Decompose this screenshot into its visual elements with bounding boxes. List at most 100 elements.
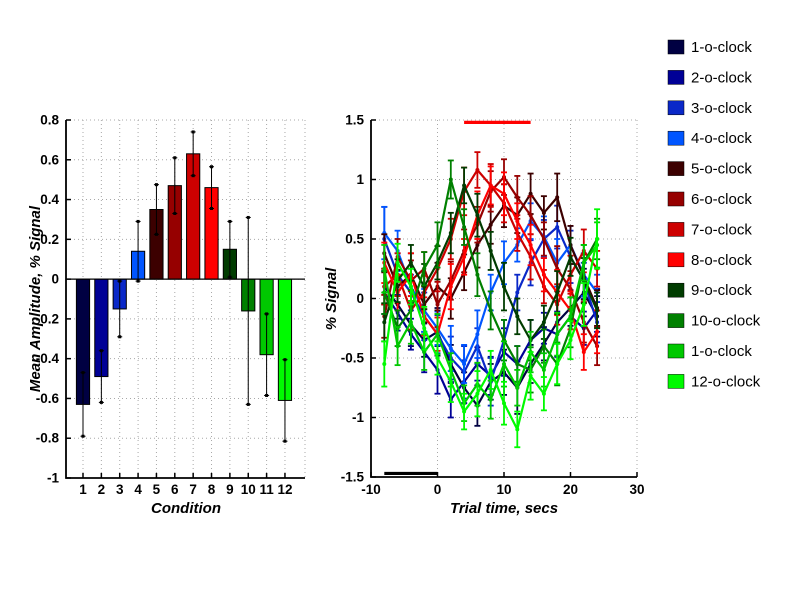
error-dot [246, 215, 250, 219]
x-tick-label: 2 [98, 482, 106, 497]
series-point [422, 326, 427, 331]
series-point [528, 191, 533, 196]
series-point [435, 356, 440, 360]
error-dot [136, 219, 140, 223]
series-point [515, 195, 520, 200]
bar-chart-axes [65, 119, 305, 479]
series-point [475, 242, 480, 247]
error-dot [81, 371, 85, 375]
error-dot [191, 130, 195, 134]
series-point [408, 284, 413, 289]
series-point [408, 320, 413, 325]
series-point [595, 308, 600, 313]
bar-chart-xlabel: Condition [151, 500, 221, 517]
y-tick-label: -0.8 [36, 431, 60, 446]
series-12-o-clock [381, 208, 601, 449]
series-point [581, 260, 586, 265]
series-point [462, 183, 467, 188]
legend-item: 2-o-clock [667, 69, 752, 86]
legend-label: 4-o-clock [691, 130, 752, 147]
legend-swatch [667, 282, 685, 298]
y-tick-label: 0.2 [40, 232, 59, 247]
series-point [448, 379, 453, 384]
series-point [435, 242, 440, 247]
x-tick-label: 10 [496, 482, 511, 497]
error-dot [173, 211, 177, 215]
series-point [435, 302, 440, 307]
y-tick-label: -1.5 [341, 470, 365, 485]
legend-item: 12-o-clock [667, 373, 761, 390]
bar-chart-ylabel: Mean Amplitude, % Signal [27, 205, 44, 392]
x-tick-label: 9 [226, 482, 234, 497]
legend-label: 10-o-clock [691, 313, 761, 330]
error-dot [228, 275, 232, 279]
y-tick-label: 1 [356, 172, 364, 187]
error-dot [265, 393, 269, 397]
line-chart-xlabel: Trial time, secs [450, 500, 558, 517]
series-point [502, 361, 506, 366]
legend-item: 8-o-clock [667, 252, 752, 269]
series-point [395, 344, 400, 349]
y-tick-label: -0.2 [36, 311, 59, 326]
legend-item: 1-o-clock [667, 343, 752, 360]
series-point [515, 361, 520, 366]
legend-swatch [667, 70, 685, 85]
series-point [475, 391, 480, 396]
y-tick-label: 0 [51, 272, 59, 287]
series-point [448, 284, 453, 289]
error-dot [136, 279, 140, 283]
series-point [462, 361, 467, 366]
series-point [541, 391, 546, 396]
y-tick-label: -0.4 [36, 351, 60, 366]
error-dot [228, 219, 232, 223]
y-tick-label: 0.8 [40, 113, 59, 128]
series-point [448, 177, 453, 182]
series-point [448, 231, 453, 236]
series-point [568, 314, 573, 319]
legend-swatch [667, 39, 685, 55]
x-tick-label: 10 [241, 482, 256, 497]
error-dot [118, 335, 122, 339]
series-point [462, 254, 467, 259]
line-chart-tick-labels: 1.5 1 0.5 0 -0.5 -1 -1.5-10 0 10 20 30 [341, 113, 645, 498]
legend-label: 3-o-clock [691, 100, 752, 117]
series-point [581, 302, 586, 307]
series-point [475, 272, 480, 277]
bar-chart: 0.80.60.40.20-0.2-0.4-0.6-0.8-11 2 3 4 5 6 7 8 9… [27, 113, 306, 517]
error-dot [99, 400, 103, 404]
series-point [448, 346, 453, 351]
series-point [541, 237, 546, 241]
series-point [581, 350, 586, 355]
line-chart-series [381, 151, 601, 449]
series-point [541, 367, 546, 372]
legend-item: 10-o-clock [667, 313, 761, 330]
series-point [528, 242, 533, 247]
y-tick-label: 0 [356, 291, 364, 306]
error-dot [191, 174, 195, 178]
legend-swatch [667, 191, 685, 207]
series-point [541, 344, 546, 349]
line-chart-annotations [384, 120, 531, 476]
legend-swatch [667, 161, 685, 176]
series-point [555, 195, 560, 200]
series-point [382, 266, 387, 271]
x-tick-label: 20 [563, 482, 578, 497]
series-point [541, 320, 546, 325]
legend-swatch [667, 100, 685, 116]
y-tick-label: 0.6 [40, 152, 59, 167]
legend-item: 1-o-clock [667, 39, 752, 56]
error-dot [173, 156, 177, 160]
series-point [515, 385, 520, 390]
series-point [515, 314, 520, 319]
legend: 1-o-clock 2-o-clock 3-o-clock 4-o-clock 5-o-… [667, 39, 761, 390]
bar-chart-errorbars [80, 130, 288, 443]
legend-label: 6-o-clock [691, 191, 752, 208]
legend-swatch [667, 222, 685, 237]
y-tick-label: -1 [352, 410, 364, 425]
series-point [528, 373, 533, 378]
x-tick-label: 11 [259, 482, 274, 497]
series-point [541, 210, 546, 215]
legend-item: 9-o-clock [667, 282, 752, 299]
line-chart-ylabel: % Signal [323, 267, 340, 330]
